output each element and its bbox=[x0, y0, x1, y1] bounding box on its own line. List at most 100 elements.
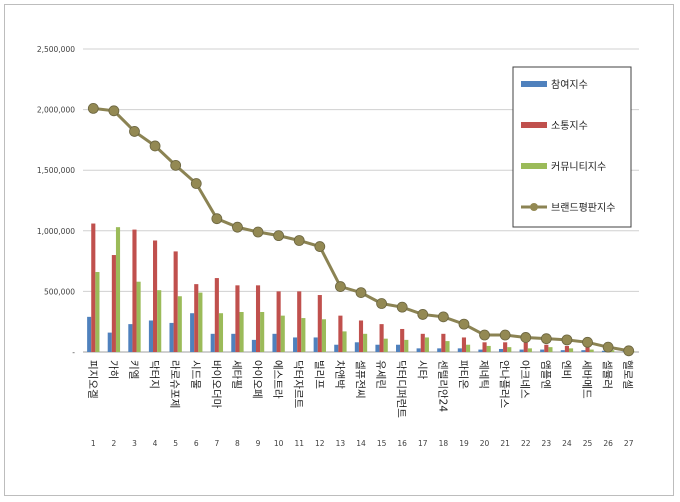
bar-2 bbox=[358, 320, 364, 352]
x-rank-label: 16 bbox=[397, 439, 407, 448]
bar-2 bbox=[276, 291, 281, 352]
line-point bbox=[396, 301, 408, 313]
bar-3 bbox=[383, 338, 388, 352]
line-point bbox=[170, 159, 182, 171]
bar-3 bbox=[177, 296, 182, 352]
bar-3 bbox=[610, 350, 615, 352]
bar-2 bbox=[153, 240, 158, 352]
bar-3 bbox=[321, 319, 326, 352]
bar-2 bbox=[420, 333, 425, 352]
x-category-label: 세바메드 bbox=[581, 360, 593, 399]
x-rank-label: 21 bbox=[500, 439, 510, 448]
x-rank-label: 10 bbox=[274, 439, 284, 448]
x-category-label: 아크네스 bbox=[519, 360, 531, 399]
bar-1 bbox=[334, 344, 339, 352]
x-rank-label: 11 bbox=[294, 439, 304, 448]
x-category-label: 헬로셀 bbox=[622, 360, 634, 389]
bar-3 bbox=[260, 312, 265, 352]
x-rank-label: 5 bbox=[173, 439, 178, 448]
x-rank-label: 15 bbox=[377, 439, 387, 448]
x-category-label: 라로슈포제 bbox=[169, 360, 181, 408]
bar-1 bbox=[478, 349, 483, 352]
bar-3 bbox=[589, 349, 594, 352]
x-category-label: 셀뮬러 bbox=[601, 360, 613, 389]
bar-3 bbox=[95, 272, 100, 352]
line-point bbox=[293, 235, 305, 246]
bar-3 bbox=[239, 312, 244, 352]
bar-3 bbox=[466, 344, 471, 352]
bar-3 bbox=[280, 315, 285, 352]
x-rank-label: 23 bbox=[542, 439, 552, 448]
bar-3 bbox=[136, 281, 141, 352]
bar-2 bbox=[255, 285, 261, 352]
bar-1 bbox=[231, 333, 236, 352]
bar-1 bbox=[190, 313, 195, 352]
y-tick-label: 2,500,000 bbox=[37, 45, 75, 54]
x-rank-label: 18 bbox=[439, 439, 449, 448]
bar-3 bbox=[115, 227, 121, 352]
x-category-label: 가히 bbox=[107, 360, 119, 379]
x-rank-label: 13 bbox=[336, 439, 346, 448]
bar-1 bbox=[87, 316, 92, 352]
bar-1 bbox=[498, 348, 504, 352]
bar-2 bbox=[544, 344, 549, 352]
bar-1 bbox=[396, 344, 401, 352]
x-rank-label: 6 bbox=[194, 439, 199, 448]
x-category-label: 세타필 bbox=[230, 360, 242, 389]
bar-2 bbox=[111, 255, 116, 352]
y-tick-label: 1,000,000 bbox=[37, 227, 75, 236]
x-category-label: 시드물 bbox=[189, 360, 201, 389]
x-category-label: 안나플러스 bbox=[498, 360, 510, 409]
line-point bbox=[335, 281, 346, 292]
x-rank-label: 25 bbox=[583, 439, 593, 448]
chart-frame: - 500,000 1,000,000 1,500,000 2,000,000 2,500… bbox=[4, 4, 674, 496]
bar-2 bbox=[441, 333, 446, 352]
line-series bbox=[87, 102, 635, 357]
bar-3 bbox=[342, 331, 347, 352]
line-point bbox=[520, 332, 532, 343]
bar-3 bbox=[198, 292, 203, 352]
line-point bbox=[540, 333, 552, 345]
line-point bbox=[623, 345, 635, 357]
bar-2 bbox=[132, 229, 137, 352]
y-tick-label: 2,000,000 bbox=[37, 106, 75, 115]
line-point bbox=[149, 140, 161, 152]
x-rank-label: 17 bbox=[418, 439, 428, 448]
x-category-label: 피지오겔 bbox=[86, 360, 98, 399]
bar-1 bbox=[169, 322, 174, 352]
line-point bbox=[87, 102, 99, 114]
line-point bbox=[479, 329, 490, 341]
bar-3 bbox=[486, 345, 491, 352]
x-category-label: 파티온 bbox=[457, 360, 469, 389]
legend-box bbox=[512, 66, 632, 228]
bar-1 bbox=[457, 348, 462, 352]
x-rank-label: 22 bbox=[521, 439, 531, 448]
bar-2 bbox=[297, 291, 302, 352]
legend-swatch bbox=[521, 122, 547, 128]
bar-1 bbox=[251, 339, 256, 352]
line-point bbox=[602, 341, 614, 353]
line-point bbox=[232, 221, 243, 233]
x-category-label: 앰플엔 bbox=[539, 360, 551, 389]
line-point bbox=[273, 230, 285, 242]
legend-swatch bbox=[521, 163, 547, 169]
bar-3 bbox=[527, 348, 532, 352]
line-point bbox=[252, 226, 264, 238]
bar-2 bbox=[585, 345, 590, 352]
bar-2 bbox=[235, 285, 240, 352]
line-point bbox=[190, 178, 202, 189]
legend-swatch bbox=[521, 81, 547, 87]
bar-2 bbox=[194, 284, 199, 352]
bar-1 bbox=[375, 344, 380, 352]
bar-3 bbox=[507, 347, 512, 352]
x-category-label: 제네틱 bbox=[478, 360, 490, 389]
y-tick-label: - bbox=[72, 348, 75, 357]
bar-1 bbox=[519, 349, 524, 352]
x-category-label: 바이오더마 bbox=[210, 360, 222, 409]
bar-1 bbox=[354, 342, 359, 352]
legend-label: 소통지수 bbox=[551, 120, 588, 132]
bar-1 bbox=[601, 350, 607, 352]
bar-1 bbox=[293, 337, 298, 352]
bar-2 bbox=[461, 337, 467, 352]
